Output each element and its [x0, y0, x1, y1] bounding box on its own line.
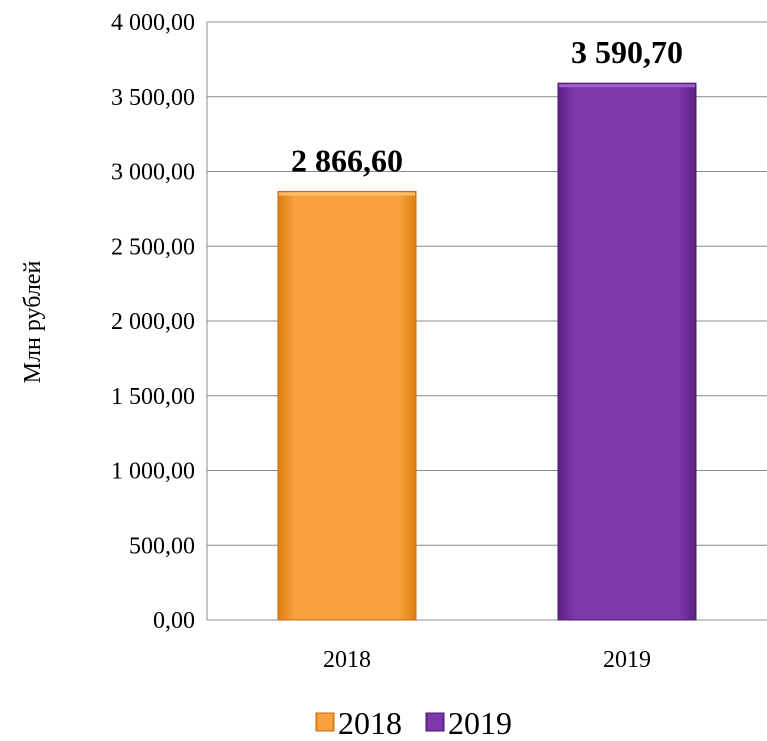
y-axis-title: Млн рублей	[20, 261, 46, 384]
data-label-2018: 2 866,60	[291, 142, 403, 178]
legend-swatch-2019	[425, 712, 445, 732]
y-tick-label: 1 000,00	[111, 459, 195, 485]
x-tick-label: 2019	[603, 647, 651, 673]
y-tick-label: 1 500,00	[111, 384, 195, 410]
bar-highlight	[559, 84, 695, 88]
bar-highlight	[279, 192, 415, 196]
x-tick-label: 2018	[323, 647, 371, 673]
y-tick-label: 2 500,00	[111, 234, 195, 260]
x-axis-tick-labels: 2018 2019	[323, 647, 651, 673]
y-tick-label: 4 000,00	[111, 10, 195, 36]
bars	[277, 82, 697, 621]
data-labels: 2 866,60 3 590,70	[291, 34, 683, 178]
legend-label-2019: 2019	[448, 705, 512, 741]
legend-swatch-2018	[315, 712, 335, 732]
bar-2018	[277, 190, 417, 621]
y-tick-label: 0,00	[153, 608, 195, 634]
y-tick-label: 2 000,00	[111, 309, 195, 335]
legend: 2018 2019	[315, 705, 512, 741]
bar-2019	[557, 82, 697, 621]
data-label-2019: 3 590,70	[571, 34, 683, 70]
y-tick-label: 3 000,00	[111, 160, 195, 186]
y-axis-tick-labels: 0,00 500,00 1 000,00 1 500,00 2 000,00 2 500,…	[111, 10, 195, 634]
y-tick-label: 500,00	[129, 533, 195, 559]
y-tick-label: 3 500,00	[111, 85, 195, 111]
legend-label-2018: 2018	[338, 705, 402, 741]
